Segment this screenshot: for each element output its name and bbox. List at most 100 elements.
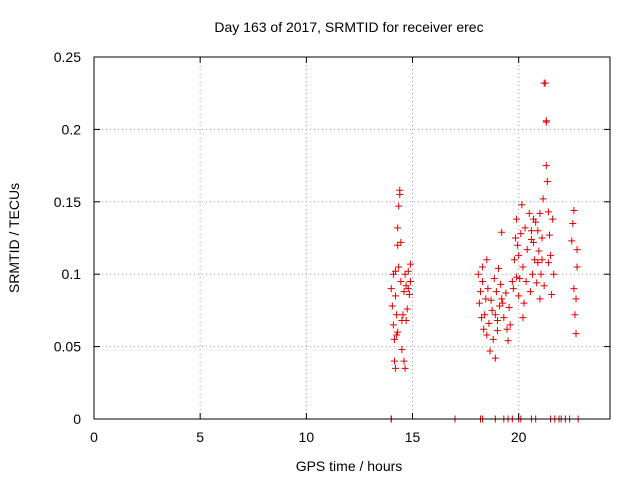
data-point	[502, 289, 510, 297]
data-point	[549, 215, 557, 223]
data-point	[540, 282, 548, 290]
data-point	[497, 280, 505, 288]
data-point	[493, 327, 501, 335]
data-points	[387, 79, 582, 423]
data-point	[393, 331, 401, 339]
data-point	[397, 238, 405, 246]
y-tick-label: 0.2	[62, 121, 82, 137]
data-point	[490, 275, 498, 283]
data-point	[515, 292, 523, 300]
data-point	[544, 208, 552, 216]
data-point	[542, 118, 550, 126]
data-point	[534, 227, 542, 235]
data-point	[492, 288, 500, 296]
data-point	[503, 325, 511, 333]
data-point	[394, 328, 402, 336]
data-point	[522, 277, 530, 285]
x-axis-label: GPS time / hours	[296, 458, 403, 474]
data-point	[399, 311, 407, 319]
data-point	[568, 237, 576, 245]
data-point	[484, 285, 492, 293]
data-point	[392, 267, 400, 275]
x-tick-label: 15	[405, 429, 421, 445]
data-point	[495, 264, 503, 272]
data-point	[520, 299, 528, 307]
data-point	[536, 209, 544, 217]
data-point	[489, 335, 497, 343]
data-point	[405, 290, 413, 298]
data-point	[390, 335, 398, 343]
data-point	[504, 337, 512, 345]
data-point	[498, 295, 506, 303]
data-point	[509, 285, 517, 293]
data-point	[485, 319, 493, 327]
data-point	[545, 231, 553, 239]
data-point	[508, 277, 516, 285]
data-point	[537, 270, 545, 278]
data-point	[396, 186, 404, 194]
data-point	[483, 256, 491, 264]
data-point	[527, 227, 535, 235]
grid	[94, 57, 610, 419]
data-point	[397, 277, 405, 285]
data-point	[513, 215, 521, 223]
data-point	[535, 247, 543, 255]
y-tick-label: 0.05	[54, 339, 81, 355]
data-point	[474, 270, 482, 278]
y-tick-label: 0.15	[54, 194, 81, 210]
data-point	[394, 241, 402, 249]
data-point	[393, 311, 401, 319]
data-point	[390, 357, 398, 365]
data-point	[530, 238, 538, 246]
data-point	[526, 288, 534, 296]
data-point	[547, 251, 555, 259]
data-point	[531, 256, 539, 264]
data-point	[395, 263, 403, 271]
plot-frame	[93, 56, 611, 420]
data-point	[401, 364, 409, 372]
data-point	[534, 259, 542, 267]
data-point	[478, 314, 486, 322]
data-point	[517, 230, 525, 238]
y-tick-label: 0.1	[62, 266, 82, 282]
data-point	[506, 321, 514, 329]
data-point	[538, 234, 546, 242]
data-point	[570, 206, 578, 214]
x-tick-label: 20	[511, 429, 527, 445]
data-point	[573, 246, 581, 254]
chart-title: Day 163 of 2017, SRMTID for receiver ere…	[214, 19, 483, 35]
data-point	[528, 270, 536, 278]
y-axis-label: SRMTID / TECUs	[6, 183, 22, 293]
data-point	[538, 256, 546, 264]
y-tick-label: 0	[73, 411, 81, 427]
data-point	[387, 285, 395, 293]
data-point	[523, 246, 531, 254]
data-point	[493, 317, 501, 325]
data-point	[406, 277, 414, 285]
data-point	[525, 209, 533, 217]
data-point	[406, 260, 414, 268]
data-point	[515, 251, 523, 259]
data-point	[536, 295, 544, 303]
data-point	[487, 296, 495, 304]
data-point	[400, 357, 408, 365]
data-point	[398, 345, 406, 353]
data-point	[533, 279, 541, 287]
data-point	[571, 311, 579, 319]
data-point	[570, 285, 578, 293]
x-tick-label: 5	[196, 429, 204, 445]
data-point	[491, 311, 499, 319]
data-point	[569, 220, 577, 228]
data-point	[475, 299, 483, 307]
data-point	[389, 321, 397, 329]
data-point	[572, 295, 580, 303]
x-tick-label: 10	[299, 429, 315, 445]
data-point	[401, 270, 409, 278]
data-point	[394, 224, 402, 232]
data-point	[482, 295, 490, 303]
data-point	[480, 325, 488, 333]
data-point	[481, 311, 489, 319]
data-point	[514, 241, 522, 249]
data-point	[516, 275, 524, 283]
data-point	[505, 304, 513, 312]
